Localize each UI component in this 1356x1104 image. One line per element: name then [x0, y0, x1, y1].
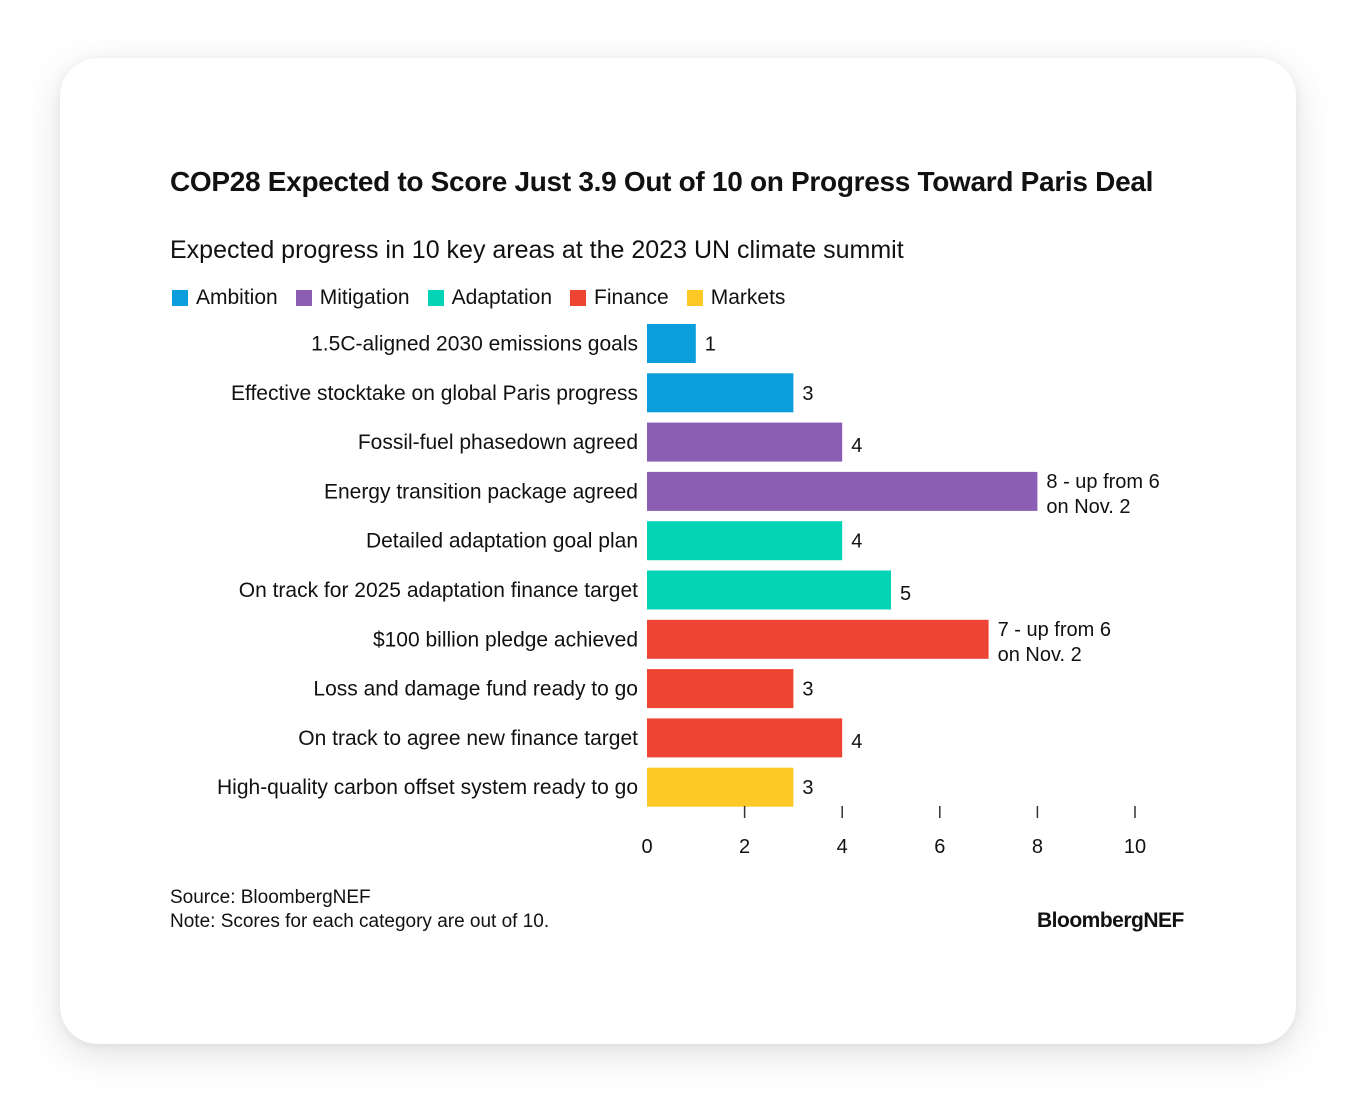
bar-on-track-to-agree-new-finance-target	[647, 718, 843, 758]
value-label-line: 7 - up from 6	[998, 619, 1111, 641]
chart-subtitle: Expected progress in 10 key areas at the…	[170, 236, 904, 264]
legend-label-adaptation: Adaptation	[451, 286, 553, 309]
value-label-1-5c-aligned-2030-emissions-goals: 1	[705, 334, 716, 356]
x-tick-label-2: 2	[739, 836, 750, 858]
legend: Ambition Mitigation Adaptation Finance M…	[172, 284, 785, 312]
legend-item-adaptation: Adaptation	[427, 286, 553, 310]
value-label-loss-and-damage-fund-ready-to-go: 3	[802, 679, 813, 701]
x-tick-label-0: 0	[641, 836, 652, 858]
legend-label-markets: Markets	[710, 286, 786, 309]
value-label-effective-stocktake-on-global-paris-progress: 3	[802, 383, 813, 405]
bar-energy-transition-package-agreed	[647, 471, 1038, 511]
source-text: Source: BloombergNEF	[170, 887, 371, 908]
value-label-detailed-adaptation-goal-plan: 4	[851, 531, 862, 553]
legend-item-ambition: Ambition	[172, 286, 278, 310]
bar-high-quality-carbon-offset-system-ready-to-go	[647, 767, 794, 807]
value-label-on-track-for-2025-adaptation-finance-target: 5	[900, 583, 911, 605]
bar-100-billion-pledge-achieved	[647, 619, 989, 659]
legend-swatch-markets	[686, 290, 703, 306]
x-tick-label-10: 10	[1124, 836, 1146, 858]
bar-effective-stocktake-on-global-paris-progress	[647, 373, 794, 413]
x-tick-label-4: 4	[837, 836, 848, 858]
value-label-100-billion-pledge-achieved: 7 - up from 6 on Nov. 2	[998, 619, 1111, 666]
legend-item-finance: Finance	[570, 286, 669, 310]
legend-swatch-mitigation	[295, 290, 312, 306]
category-label-100-billion-pledge-achieved: $100 billion pledge achieved	[373, 628, 638, 651]
value-label-line: on Nov. 2	[998, 644, 1082, 666]
legend-swatch-ambition	[172, 290, 188, 306]
category-label-high-quality-carbon-offset-system-ready-to-go: High-quality carbon offset system ready …	[217, 776, 638, 799]
legend-label-ambition: Ambition	[196, 286, 278, 309]
bar-detailed-adaptation-goal-plan	[647, 521, 843, 561]
legend-item-markets: Markets	[686, 286, 786, 310]
legend-swatch-finance	[570, 290, 587, 306]
bar-1-5c-aligned-2030-emissions-goals	[647, 324, 696, 363]
x-tick-label-6: 6	[934, 836, 945, 858]
value-label-line: on Nov. 2	[1046, 496, 1130, 518]
category-label-1-5c-aligned-2030-emissions-goals: 1.5C-aligned 2030 emissions goals	[311, 333, 638, 356]
bar-fossil-fuel-phasedown-agreed	[647, 422, 843, 462]
category-label-fossil-fuel-phasedown-agreed: Fossil-fuel phasedown agreed	[358, 431, 638, 454]
bar-on-track-for-2025-adaptation-finance-target	[647, 570, 891, 610]
category-label-on-track-to-agree-new-finance-target: On track to agree new finance target	[298, 727, 638, 750]
category-label-loss-and-damage-fund-ready-to-go: Loss and damage fund ready to go	[313, 678, 638, 701]
value-label-energy-transition-package-agreed: 8 - up from 6 on Nov. 2	[1046, 471, 1159, 518]
value-label-line: 8 - up from 6	[1046, 471, 1159, 493]
note-text: Note: Scores for each category are out o…	[170, 911, 550, 932]
category-label-effective-stocktake-on-global-paris-progress: Effective stocktake on global Paris prog…	[231, 382, 638, 405]
value-label-on-track-to-agree-new-finance-target: 4	[851, 731, 862, 753]
value-label-high-quality-carbon-offset-system-ready-to-go: 3	[802, 777, 813, 799]
brand-logo: BloombergNEF	[1037, 909, 1184, 932]
legend-item-mitigation: Mitigation	[295, 286, 410, 310]
bar-loss-and-damage-fund-ready-to-go	[647, 669, 794, 709]
value-label-fossil-fuel-phasedown-agreed: 4	[851, 435, 862, 457]
category-label-energy-transition-package-agreed: Energy transition package agreed	[324, 480, 638, 503]
x-tick-label-8: 8	[1032, 836, 1043, 858]
legend-label-mitigation: Mitigation	[319, 286, 410, 309]
chart-title: COP28 Expected to Score Just 3.9 Out of …	[170, 166, 1154, 197]
legend-label-finance: Finance	[594, 286, 669, 309]
category-label-detailed-adaptation-goal-plan: Detailed adaptation goal plan	[366, 530, 638, 553]
legend-swatch-adaptation	[427, 290, 444, 306]
chart-footer: Source: BloombergNEF Note: Scores for ea…	[170, 886, 549, 934]
category-label-on-track-for-2025-adaptation-finance-target: On track for 2025 adaptation finance tar…	[239, 579, 638, 602]
